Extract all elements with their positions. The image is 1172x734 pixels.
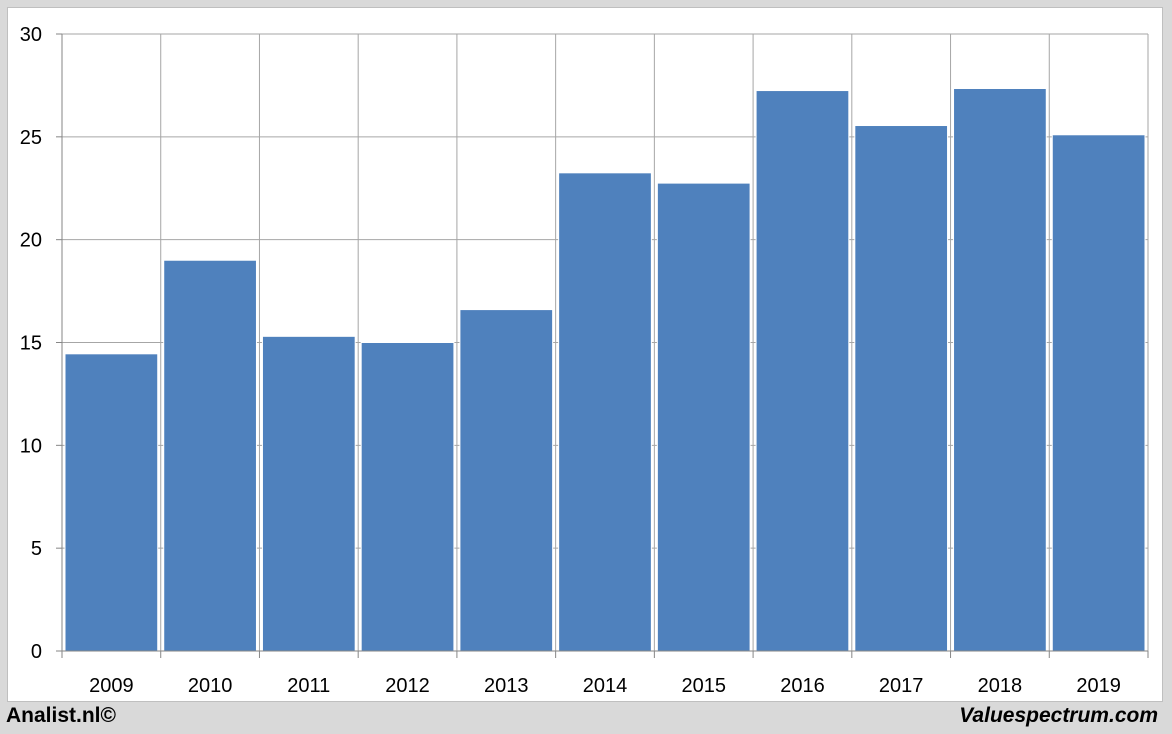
bars: [64, 88, 1146, 652]
x-tick-label: 2013: [484, 675, 529, 697]
bar-2017: [854, 125, 949, 652]
x-tick-label: 2009: [89, 675, 134, 697]
bar-2016: [755, 90, 850, 652]
x-tick-label: 2018: [978, 675, 1023, 697]
x-tick-label: 2019: [1076, 675, 1121, 697]
bar-2009: [64, 353, 159, 652]
bar-2012: [360, 342, 455, 652]
x-tick-label: 2011: [287, 675, 330, 697]
bar-2011: [261, 335, 356, 652]
y-tick-label: 15: [20, 333, 42, 355]
y-tick-label: 5: [31, 538, 42, 560]
y-tick-label: 10: [20, 435, 42, 457]
bar-2014: [558, 172, 652, 652]
source-label-valuespectrum: Valuespectrum.com: [959, 704, 1158, 727]
source-label-analist: Analist.nl©: [6, 704, 116, 727]
bar-2019: [1051, 134, 1146, 652]
bar-2013: [459, 309, 554, 652]
y-tick-label: 25: [20, 127, 42, 149]
bar-2018: [953, 88, 1047, 652]
x-tick-label: 2015: [681, 675, 726, 697]
x-tick-label: 2012: [385, 675, 430, 697]
x-tick-label: 2014: [583, 675, 628, 697]
x-tick-label: 2016: [780, 675, 825, 697]
bar-2015: [656, 182, 751, 652]
y-tick-label: 30: [20, 24, 42, 46]
x-tick-label: 2017: [879, 675, 924, 697]
y-tick-label: 0: [31, 641, 42, 663]
bar-2010: [163, 259, 257, 652]
y-tick-label: 20: [20, 230, 42, 252]
tick-labels: 0 5 10 15 20 25 30 2009 2010 2011 2012 2013 2014 2015…: [20, 24, 1121, 697]
x-tick-label: 2010: [188, 675, 233, 697]
axes: [56, 33, 1149, 658]
